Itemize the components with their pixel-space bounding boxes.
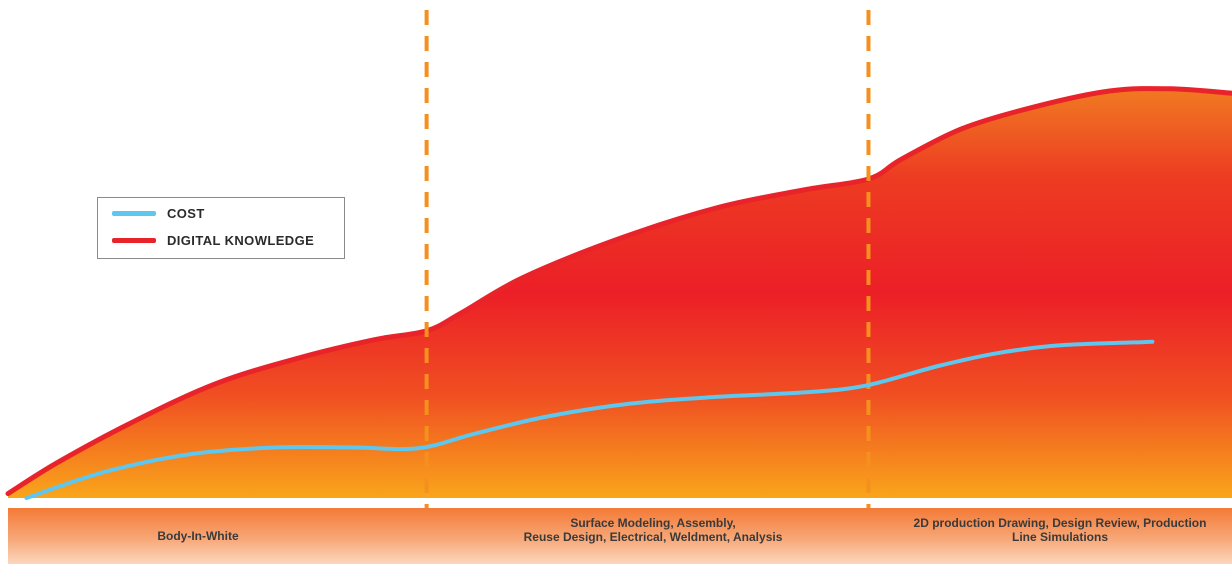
legend-swatch-cost (112, 211, 156, 216)
cost-line (24, 339, 1155, 500)
stage-label-surface-modeling: Surface Modeling, Assembly, Reuse Design… (523, 516, 783, 544)
legend-swatch-digital-knowledge (112, 238, 156, 243)
line-layer (24, 339, 1155, 500)
digital-knowledge-line (5, 86, 1232, 497)
stage-band: Body-In-White Surface Modeling, Assembly… (8, 508, 1232, 564)
legend-item-digital-knowledge: DIGITAL KNOWLEDGE (112, 233, 314, 248)
stage-label-2d-production: 2D production Drawing, Design Review, Pr… (913, 516, 1207, 544)
legend-label-cost: COST (167, 206, 205, 221)
legend-item-cost: COST (112, 206, 205, 221)
legend-label-digital-knowledge: DIGITAL KNOWLEDGE (167, 233, 315, 248)
stage-label-body-in-white: Body-In-White (157, 529, 239, 543)
divider-layer (424, 10, 871, 508)
legend: COST DIGITAL KNOWLEDGE (97, 197, 345, 259)
area-layer (5, 86, 1232, 498)
digital-knowledge-area (8, 88, 1232, 498)
